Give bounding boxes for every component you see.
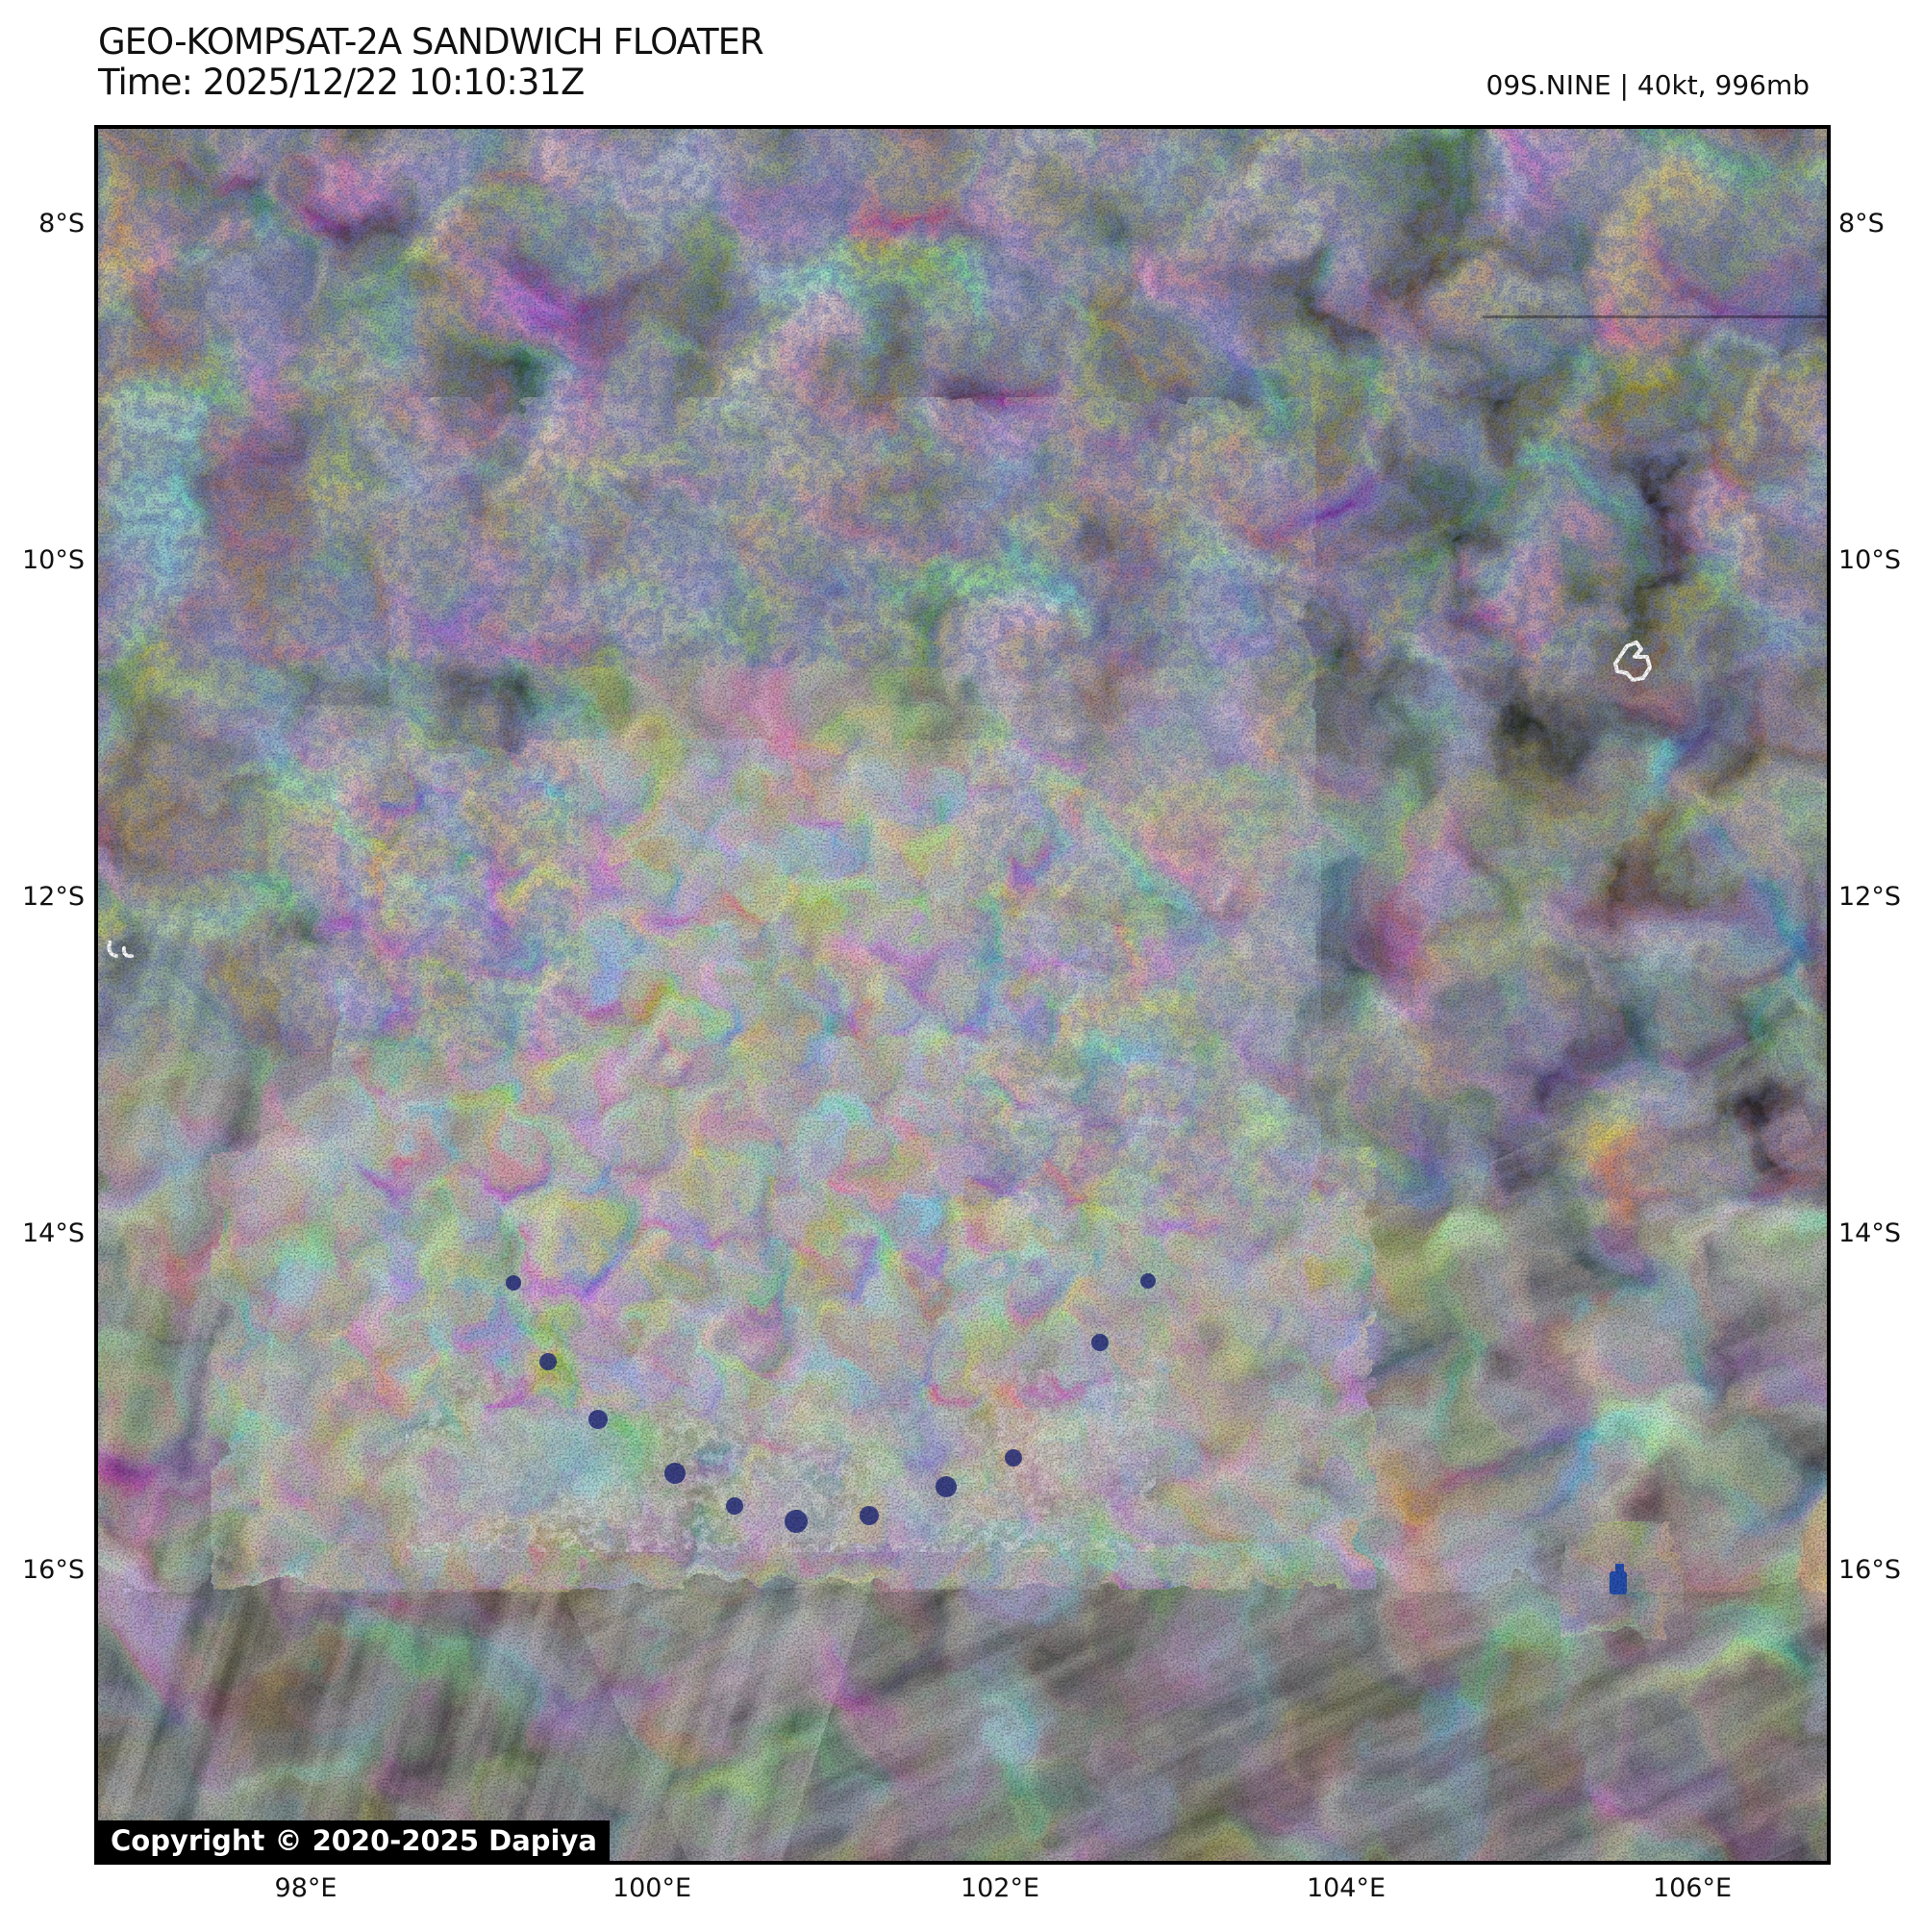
product-title: GEO-KOMPSAT-2A SANDWICH FLOATER bbox=[98, 21, 763, 63]
lon-tick-102e: 102°E bbox=[933, 1873, 1067, 1903]
lat-tick-14s-right: 14°S bbox=[1838, 1218, 1923, 1248]
lat-tick-8s-left: 8°S bbox=[0, 209, 85, 238]
pixel-grain-texture bbox=[98, 129, 1827, 1861]
timestamp: Time: 2025/12/22 10:10:31Z bbox=[98, 62, 584, 103]
lat-tick-12s-right: 12°S bbox=[1838, 882, 1923, 912]
lat-tick-12s-left: 12°S bbox=[0, 882, 85, 912]
lat-tick-8s-right: 8°S bbox=[1838, 209, 1923, 238]
lat-tick-14s-left: 14°S bbox=[0, 1218, 85, 1248]
lat-tick-16s-left: 16°S bbox=[0, 1555, 85, 1585]
lon-tick-106e: 106°E bbox=[1625, 1873, 1760, 1903]
copyright-overlay: Copyright © 2020-2025 Dapiya bbox=[98, 1820, 610, 1861]
lat-tick-16s-right: 16°S bbox=[1838, 1555, 1923, 1585]
lon-tick-104e: 104°E bbox=[1279, 1873, 1413, 1903]
satellite-map-frame: Copyright © 2020-2025 Dapiya bbox=[94, 125, 1831, 1865]
lat-tick-10s-right: 10°S bbox=[1838, 545, 1923, 575]
lat-tick-10s-left: 10°S bbox=[0, 545, 85, 575]
satellite-imagery bbox=[98, 129, 1827, 1861]
lon-tick-98e: 98°E bbox=[238, 1873, 373, 1903]
lon-tick-100e: 100°E bbox=[585, 1873, 719, 1903]
storm-info: 09S.NINE | 40kt, 996mb bbox=[1486, 69, 1811, 101]
